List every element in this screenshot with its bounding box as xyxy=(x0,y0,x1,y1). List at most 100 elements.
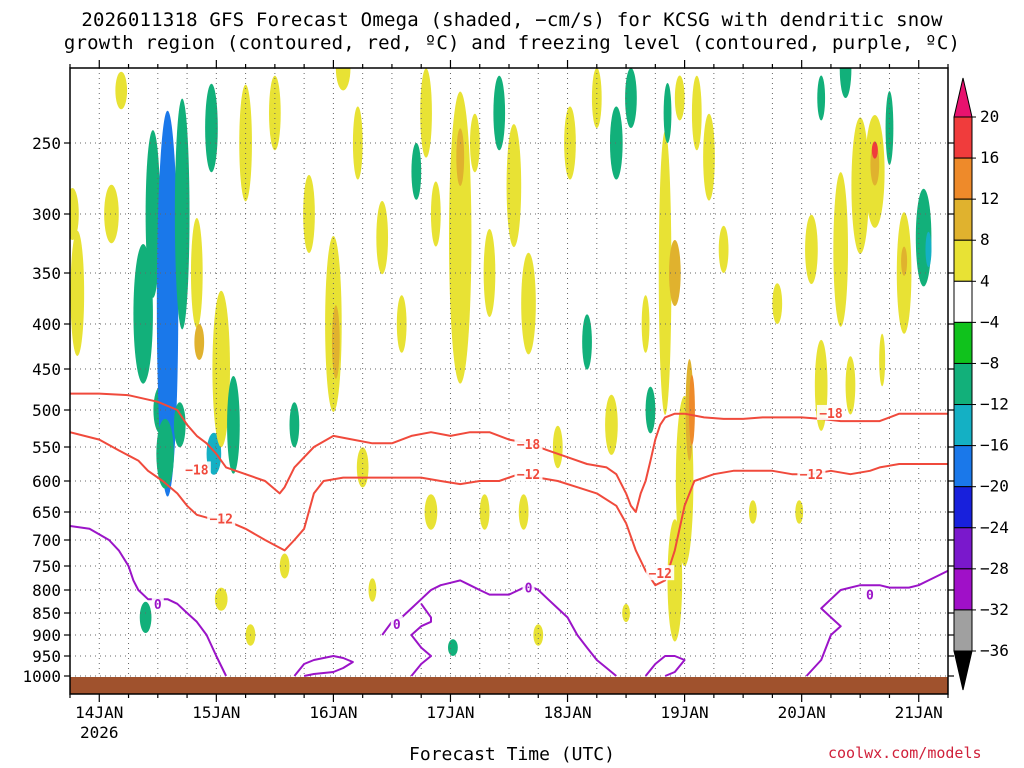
omega-cell xyxy=(691,75,702,151)
chart-title-line2: growth region (contoured, red, ºC) and f… xyxy=(63,32,961,54)
colorbar-label: −4 xyxy=(980,312,999,331)
axes: 250 300 350 400 450 500 550 600 650 700 750 800 850 9… xyxy=(22,60,954,742)
omega-cell xyxy=(411,143,422,200)
colorbar: 20 16 12 8 4 −4 −8 −12 −16 −20 −24 −28 −32 −36 xyxy=(953,77,1009,691)
colorbar-label: −28 xyxy=(980,559,1009,578)
contour-label-bg xyxy=(816,404,845,420)
omega-cell xyxy=(879,333,886,387)
omega-cell xyxy=(668,240,681,306)
colorbar-label: −24 xyxy=(980,518,1009,537)
contour-label: 0 xyxy=(525,582,533,597)
omega-cell xyxy=(449,91,472,384)
x-tick-label: 19JAN xyxy=(661,703,709,722)
x-tick-label: 16JAN xyxy=(309,703,357,722)
omega-cell xyxy=(335,68,351,91)
omega-cell xyxy=(173,402,186,448)
omega-cell xyxy=(518,494,529,530)
colorbar-top-arrow xyxy=(953,77,973,118)
colorbar-label: 8 xyxy=(980,230,990,249)
y-tick-label: 900 xyxy=(32,626,61,645)
omega-cell xyxy=(133,243,153,384)
y-tick-label: 500 xyxy=(32,401,61,420)
omega-cell xyxy=(194,324,205,360)
colorbar-label: 20 xyxy=(980,107,999,126)
y-tick-label: 250 xyxy=(32,134,61,153)
omega-cell xyxy=(772,283,783,324)
omega-cell xyxy=(352,106,363,180)
colorbar-box xyxy=(953,198,973,241)
omega-cell xyxy=(227,375,240,474)
colorbar-box xyxy=(953,321,973,364)
contour-line xyxy=(70,525,227,677)
omega-cell xyxy=(303,175,315,253)
colorbar-box xyxy=(953,609,973,652)
x-tick-label: 15JAN xyxy=(192,703,240,722)
colorbar-box xyxy=(953,404,973,447)
omega-cell xyxy=(625,68,637,128)
omega-cell xyxy=(521,252,536,355)
y-tick-label: 300 xyxy=(32,205,61,224)
colorbar-box xyxy=(953,445,973,488)
contour-line xyxy=(644,655,686,677)
omega-cell xyxy=(805,214,818,284)
credit-link[interactable]: coolwx.com/models xyxy=(828,744,982,762)
omega-cell xyxy=(289,402,300,448)
omega-cell xyxy=(833,172,849,327)
omega-cell xyxy=(279,553,290,579)
contour-line xyxy=(410,603,432,677)
colorbar-bottom-arrow xyxy=(953,650,973,691)
x-tick-label: 21JAN xyxy=(895,703,943,722)
contour-label: 0 xyxy=(393,618,401,633)
colorbar-label: −16 xyxy=(980,436,1009,455)
y-tick-label: 600 xyxy=(32,472,61,491)
x-tick-label: 14JAN xyxy=(75,703,123,722)
colorbar-label: 16 xyxy=(980,148,999,167)
omega-cell xyxy=(674,75,685,121)
omega-cell xyxy=(448,639,458,656)
colorbar-box xyxy=(953,527,973,570)
contour-label: −18 xyxy=(517,438,541,453)
omega-cell xyxy=(190,218,203,328)
chart-title-line1: 2026011318 GFS Forecast Omega (shaded, −… xyxy=(81,9,943,31)
x-tick-label: 17JAN xyxy=(426,703,474,722)
y-tick-label: 350 xyxy=(32,264,61,283)
omega-cell xyxy=(667,519,683,642)
ground-surface xyxy=(70,677,948,694)
omega-cell xyxy=(269,75,281,151)
contour-label-bg xyxy=(514,436,543,452)
y-tick-label: 850 xyxy=(32,604,61,623)
omega-cell xyxy=(552,425,563,469)
omega-cell xyxy=(376,201,389,275)
colorbar-box xyxy=(953,280,973,323)
contour-label-bg xyxy=(797,466,826,482)
contour-line xyxy=(70,392,948,513)
omega-cell xyxy=(703,113,715,201)
omega-cell xyxy=(493,75,506,151)
ground xyxy=(70,677,948,694)
omega-cell xyxy=(839,68,852,98)
contour-label-bg xyxy=(151,595,164,611)
colorbar-box xyxy=(953,157,973,200)
colorbar-label: −8 xyxy=(980,353,999,372)
contour-label: 0 xyxy=(154,598,162,613)
contours: −18 −18 −18 −12 −12 −12 −12 0 0 0 0 xyxy=(70,392,948,677)
contour-label: −12 xyxy=(648,567,671,582)
omega-cell xyxy=(368,578,377,602)
contour-label: −18 xyxy=(185,463,209,478)
y-tick-label: 700 xyxy=(32,531,61,550)
omega-cell xyxy=(156,418,174,489)
omega-cell xyxy=(420,68,432,158)
omega-cell xyxy=(688,374,695,446)
y-tick-label: 450 xyxy=(32,360,61,379)
plot-area xyxy=(70,68,948,694)
x-axis-title: Forecast Time (UTC) xyxy=(409,744,615,765)
omega-cell xyxy=(70,230,85,356)
omega-cell xyxy=(817,75,826,121)
colorbar-label: −12 xyxy=(980,395,1009,414)
omega-cell xyxy=(469,113,480,173)
y-tick-label: 650 xyxy=(32,503,61,522)
omega-cell xyxy=(605,394,618,455)
omega-cell xyxy=(174,98,190,330)
omega-cell xyxy=(214,587,228,611)
